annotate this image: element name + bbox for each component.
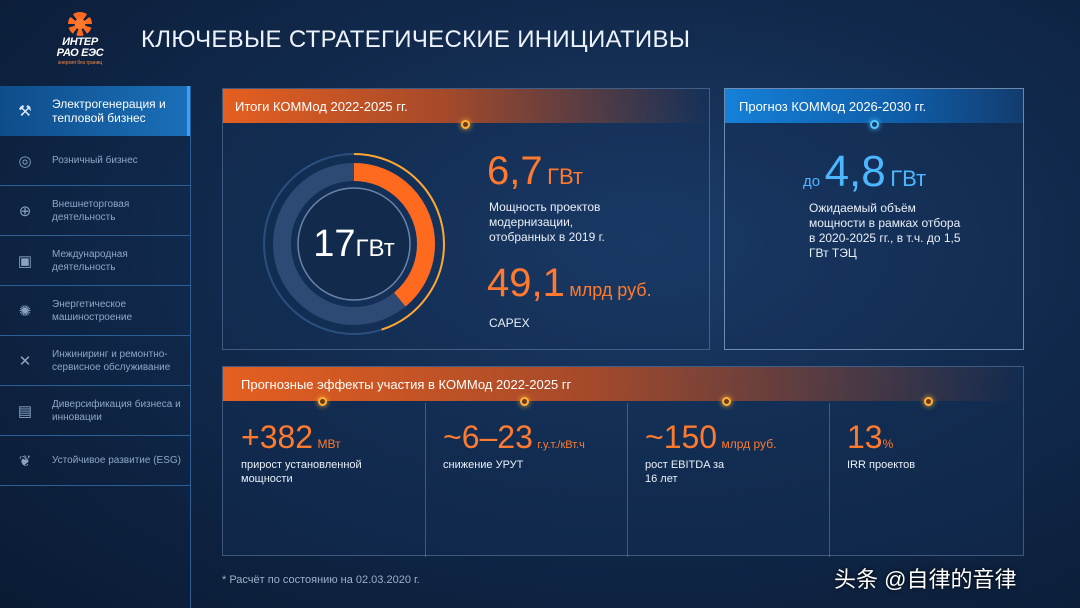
sidebar-item-generation[interactable]: ⚒ Электрогенерация и тепловой бизнес [0,86,190,136]
sidebar-item-machine-building[interactable]: ✺ Энергетическое машиностроение [0,286,190,336]
stat-capacity: 6,7 ГВт [487,149,583,194]
effects-divider [627,403,628,557]
sidebar-item-label: Розничный бизнес [52,155,138,166]
effect-desc: IRR проектов [847,459,916,471]
stat-capacity-desc: Мощность проектов модернизации, отобранн… [489,200,605,244]
ring-value: 17 [313,223,356,265]
ring-progress-arc [273,163,435,325]
effect-value: ~6–23 [443,419,533,455]
sidebar-item-foreign-trade[interactable]: ⊕ Внешнеторговая деятельность [0,186,190,236]
ring-outer-arc [263,153,445,335]
forecast-prefix: до [803,173,821,190]
effects-divider [425,403,426,557]
forecast-header: Прогноз КОММод 2026-2030 гг. [725,89,1023,123]
effect-unit: % [882,437,894,451]
effect-desc: рост EBITDA за 16 лет [645,459,725,485]
effect-item: 13% IRR проектов [847,419,1017,472]
effect-item: ~150 млрд руб. рост EBITDA за 16 лет [645,419,829,486]
logo-tagline: энергия без границ [57,60,103,66]
results-header: Итоги КОММод 2022-2025 гг. [223,89,709,123]
sidebar-item-label: Электрогенерация и тепловой бизнес [52,97,166,125]
page-title: КЛЮЧЕВЫЕ СТРАТЕГИЧЕСКИЕ ИНИЦИАТИВЫ [141,26,691,53]
effects-dot-1 [318,397,327,406]
effect-unit: млрд руб. [721,437,777,451]
sidebar-item-international[interactable]: ▣ Международная деятельность [0,236,190,286]
sidebar-item-label: Устойчивое развитие (ESG) [52,455,181,466]
sprout-icon: ❦ [18,452,32,470]
effects-card: Прогнозные эффекты участия в КОММод 2022… [222,366,1024,557]
forecast-card: Прогноз КОММод 2026-2030 гг. до 4,8 ГВт … [724,88,1024,350]
logo-name-line1: ИНТЕР [62,36,98,48]
globe-icon: ⊕ [18,202,32,220]
stat-capex-unit: млрд руб. [569,280,652,300]
company-logo: ИНТЕР РАО ЕЭС энергия без границ [40,12,120,68]
effect-value: 13 [847,419,883,455]
effect-item: +382 МВт прирост установленной мощности [241,419,425,486]
forecast-value: 4,8 [824,147,886,196]
capacity-ring [263,153,445,335]
effect-desc: прирост установленной мощности [241,459,362,485]
results-card: Итоги КОММод 2022-2025 гг. 17ГВт 6,7 ГВт… [222,88,710,350]
sidebar-item-label: Энергетическое машиностроение [52,298,133,323]
stat-capex-desc: CAPEX [489,316,530,330]
effects-dot-3 [722,397,731,406]
sidebar: ⚒ Электрогенерация и тепловой бизнес ◎ Р… [0,86,190,486]
chat-icon: ▣ [17,252,33,270]
retail-icon: ◎ [18,152,32,170]
logo-name-line2: РАО ЕЭС [56,47,104,59]
chart-icon: ▤ [17,402,33,420]
stat-capex-value: 49,1 [487,261,565,305]
sidebar-item-engineering[interactable]: ✕ Инжиниринг и ремонтно-сервисное обслуж… [0,336,190,386]
ring-center-label: 17ГВт [259,223,449,266]
footnote: * Расчёт по состоянию на 02.03.2020 г. [222,574,420,586]
sidebar-item-label: Диверсификация бизнеса и инновации [52,398,181,423]
effects-header: Прогнозные эффекты участия в КОММод 2022… [223,367,1023,401]
gear-icon: ✺ [18,302,32,320]
sidebar-item-label: Инжиниринг и ремонтно-сервисное обслужив… [52,348,171,373]
sidebar-item-label: Внешнеторговая деятельность [52,198,130,223]
sidebar-item-label: Международная деятельность [52,248,128,273]
effect-value: +382 [241,419,314,455]
effects-dot-4 [924,397,933,406]
effects-dot-2 [520,397,529,406]
logo-sun-icon [68,12,92,36]
effect-desc: снижение УРУТ [443,459,524,471]
sidebar-divider [190,86,191,608]
stat-capacity-unit: ГВт [547,164,583,189]
power-plant-icon: ⚒ [18,103,32,120]
results-header-dot [461,120,470,129]
effect-item: ~6–23 г.у.т./кВт.ч снижение УРУТ [443,419,627,472]
sidebar-item-retail[interactable]: ◎ Розничный бизнес [0,136,190,186]
effect-unit: МВт [317,437,341,451]
forecast-header-dot [870,120,879,129]
forecast-unit: ГВт [890,166,927,191]
ring-unit: ГВт [355,235,395,262]
effect-value: ~150 [645,419,718,455]
watermark: 头条 @自律的音律 [834,567,1017,592]
sidebar-item-esg[interactable]: ❦ Устойчивое развитие (ESG) [0,436,190,486]
stat-capex: 49,1 млрд руб. [487,261,652,306]
forecast-desc: Ожидаемый объём мощности в рамках отбора… [809,201,961,260]
effects-divider [829,403,830,557]
forecast-value-row: до 4,8 ГВт [803,147,926,197]
tools-icon: ✕ [18,352,32,370]
stat-capacity-value: 6,7 [487,149,543,193]
effect-unit: г.у.т./кВт.ч [537,439,585,451]
sidebar-item-diversification[interactable]: ▤ Диверсификация бизнеса и инновации [0,386,190,436]
